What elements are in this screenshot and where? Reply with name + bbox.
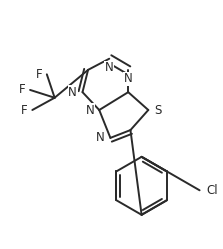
Text: N: N: [105, 61, 114, 74]
Text: F: F: [21, 104, 28, 117]
Text: Cl: Cl: [206, 184, 218, 197]
Text: S: S: [154, 104, 161, 117]
Text: N: N: [68, 86, 77, 99]
Text: F: F: [19, 83, 26, 96]
Text: N: N: [86, 104, 95, 117]
Text: N: N: [96, 131, 105, 144]
Text: F: F: [36, 68, 42, 81]
Text: N: N: [124, 72, 133, 85]
